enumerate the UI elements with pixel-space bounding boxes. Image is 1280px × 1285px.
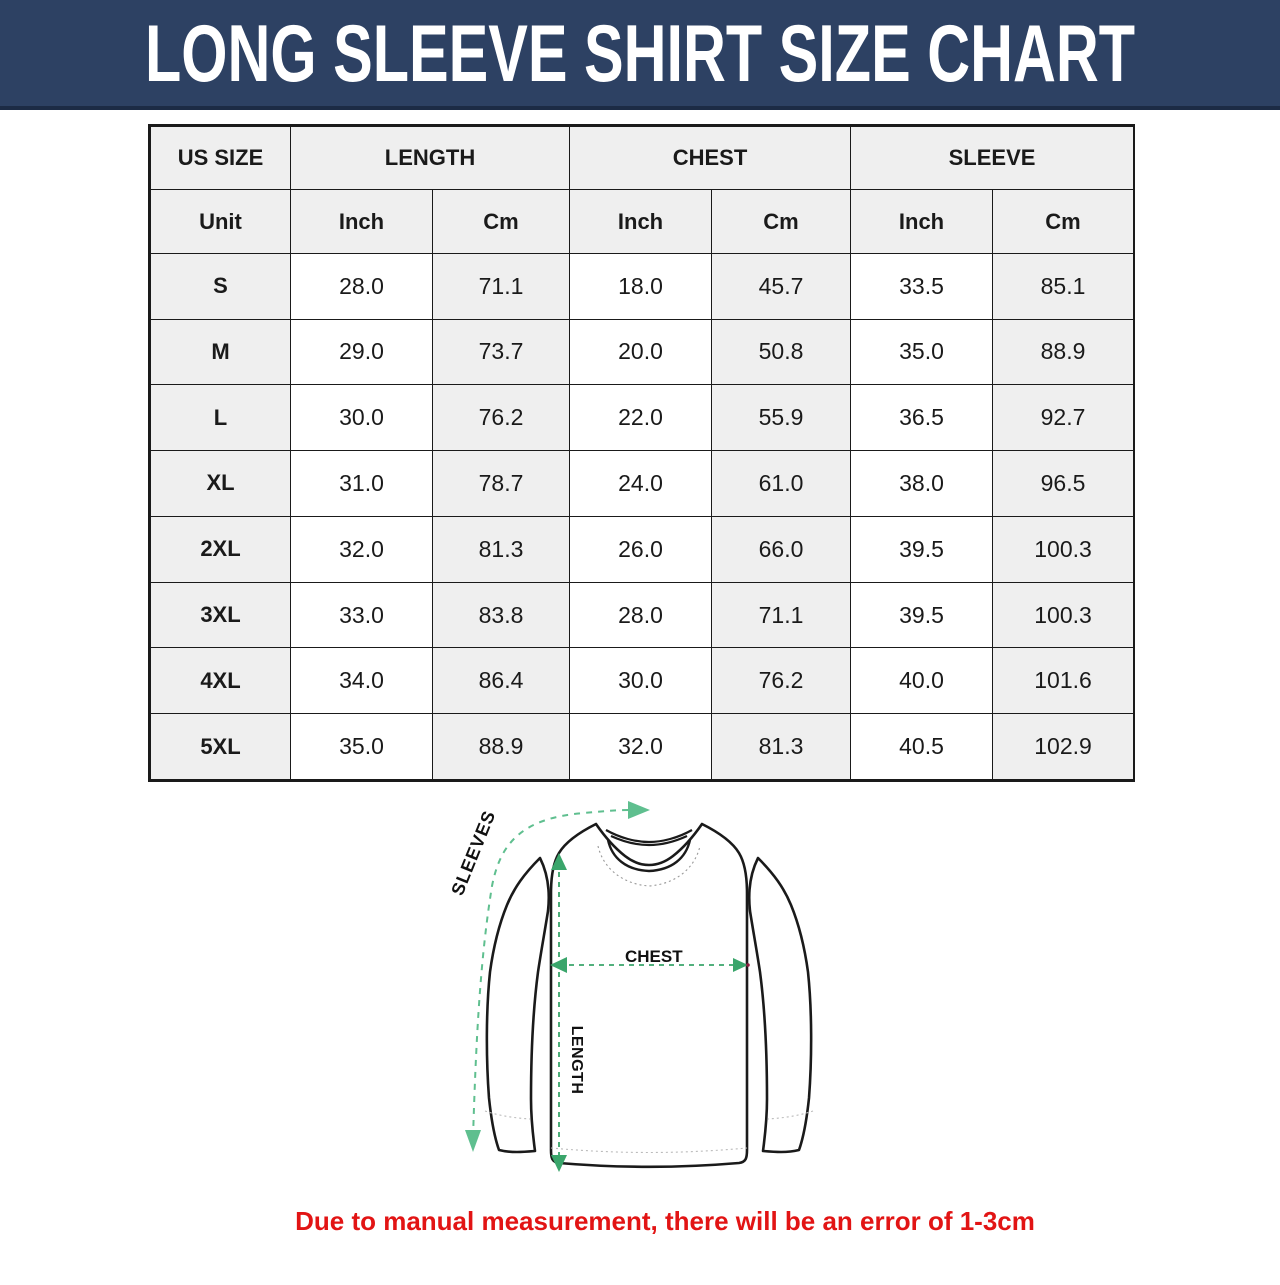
svg-text:CHEST: CHEST	[625, 947, 683, 966]
svg-text:LENGTH: LENGTH	[568, 1026, 585, 1095]
